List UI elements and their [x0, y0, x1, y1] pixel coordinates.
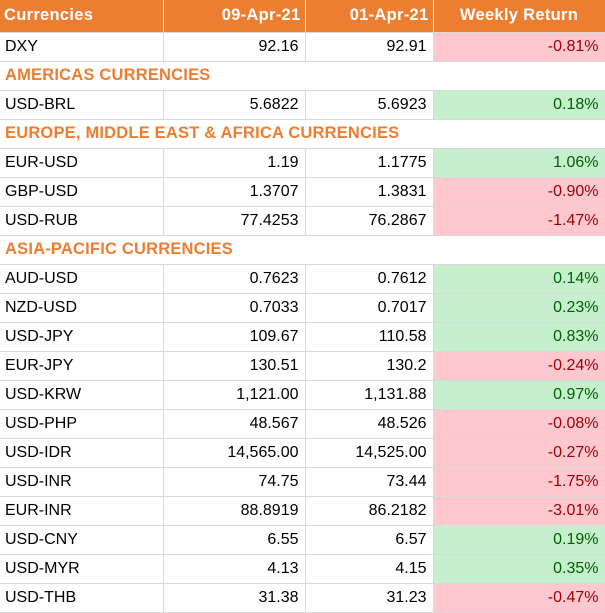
weekly-return-cell: 0.23%	[433, 293, 605, 323]
weekly-return-cell: 0.18%	[433, 90, 605, 120]
rate-current-cell: 14,565.00	[163, 438, 306, 468]
currency-pair-cell: USD-IDR	[0, 438, 164, 468]
rate-current-cell: 1.19	[163, 148, 306, 178]
rate-previous-cell: 1.1775	[305, 148, 434, 178]
rate-previous-cell: 110.58	[305, 322, 434, 352]
currency-pair-cell: USD-INR	[0, 467, 164, 497]
table-row: USD-THB 31.38 31.23 -0.47%	[0, 583, 605, 613]
currency-pair-cell: DXY	[0, 32, 164, 62]
rate-previous-cell: 14,525.00	[305, 438, 434, 468]
rate-previous-cell: 76.2867	[305, 206, 434, 236]
currency-pair-cell: USD-PHP	[0, 409, 164, 439]
section-title: ASIA-PACIFIC CURRENCIES	[0, 235, 605, 265]
weekly-return-cell: 0.19%	[433, 525, 605, 555]
weekly-return-cell: -1.75%	[433, 467, 605, 497]
currency-pair-cell: NZD-USD	[0, 293, 164, 323]
table-row: DXY 92.16 92.91 -0.81%	[0, 32, 605, 62]
rate-previous-cell: 0.7612	[305, 264, 434, 294]
currency-pair-cell: GBP-USD	[0, 177, 164, 207]
table-row: EUR-USD 1.19 1.1775 1.06%	[0, 148, 605, 178]
header-currencies: Currencies	[0, 0, 164, 33]
currency-pair-cell: EUR-INR	[0, 496, 164, 526]
currency-pair-cell: USD-JPY	[0, 322, 164, 352]
rate-current-cell: 48.567	[163, 409, 306, 439]
weekly-return-cell: 0.14%	[433, 264, 605, 294]
table-row: EUR-JPY 130.51 130.2 -0.24%	[0, 351, 605, 381]
currency-pair-cell: USD-BRL	[0, 90, 164, 120]
rate-current-cell: 92.16	[163, 32, 306, 62]
section-title: EUROPE, MIDDLE EAST & AFRICA CURRENCIES	[0, 119, 605, 149]
section-header-row: ASIA-PACIFIC CURRENCIES	[0, 235, 605, 265]
rate-previous-cell: 86.2182	[305, 496, 434, 526]
currency-pair-cell: USD-THB	[0, 583, 164, 613]
rate-current-cell: 77.4253	[163, 206, 306, 236]
header-date-current: 09-Apr-21	[163, 0, 306, 33]
rate-previous-cell: 48.526	[305, 409, 434, 439]
weekly-return-cell: -0.08%	[433, 409, 605, 439]
rate-current-cell: 6.55	[163, 525, 306, 555]
rate-previous-cell: 0.7017	[305, 293, 434, 323]
rate-previous-cell: 6.57	[305, 525, 434, 555]
table-row: USD-MYR 4.13 4.15 0.35%	[0, 554, 605, 584]
weekly-return-cell: 0.97%	[433, 380, 605, 410]
weekly-return-cell: -0.27%	[433, 438, 605, 468]
rate-previous-cell: 1.3831	[305, 177, 434, 207]
header-row: Currencies 09-Apr-21 01-Apr-21 Weekly Re…	[0, 0, 605, 33]
rate-current-cell: 1,121.00	[163, 380, 306, 410]
rate-current-cell: 0.7033	[163, 293, 306, 323]
currency-pair-cell: EUR-JPY	[0, 351, 164, 381]
rate-current-cell: 5.6822	[163, 90, 306, 120]
section-title: AMERICAS CURRENCIES	[0, 61, 605, 91]
section-header-row: AMERICAS CURRENCIES	[0, 61, 605, 91]
weekly-return-cell: 0.83%	[433, 322, 605, 352]
weekly-return-cell: -0.24%	[433, 351, 605, 381]
rate-current-cell: 74.75	[163, 467, 306, 497]
table-row: USD-INR 74.75 73.44 -1.75%	[0, 467, 605, 497]
table-body: DXY 92.16 92.91 -0.81% AMERICAS CURRENCIES US…	[0, 32, 605, 613]
rate-current-cell: 4.13	[163, 554, 306, 584]
currency-pair-cell: EUR-USD	[0, 148, 164, 178]
rate-current-cell: 31.38	[163, 583, 306, 613]
rate-current-cell: 88.8919	[163, 496, 306, 526]
header-weekly-return: Weekly Return	[433, 0, 605, 33]
table-row: NZD-USD 0.7033 0.7017 0.23%	[0, 293, 605, 323]
table-row: EUR-INR 88.8919 86.2182 -3.01%	[0, 496, 605, 526]
table-row: AUD-USD 0.7623 0.7612 0.14%	[0, 264, 605, 294]
currency-pair-cell: USD-CNY	[0, 525, 164, 555]
rate-previous-cell: 31.23	[305, 583, 434, 613]
weekly-return-cell: 1.06%	[433, 148, 605, 178]
rate-previous-cell: 73.44	[305, 467, 434, 497]
table-row: USD-KRW 1,121.00 1,131.88 0.97%	[0, 380, 605, 410]
table-row: USD-CNY 6.55 6.57 0.19%	[0, 525, 605, 555]
currency-pair-cell: USD-KRW	[0, 380, 164, 410]
currency-pair-cell: USD-RUB	[0, 206, 164, 236]
table-row: USD-IDR 14,565.00 14,525.00 -0.27%	[0, 438, 605, 468]
table-row: USD-JPY 109.67 110.58 0.83%	[0, 322, 605, 352]
rate-previous-cell: 130.2	[305, 351, 434, 381]
rate-current-cell: 109.67	[163, 322, 306, 352]
weekly-return-cell: 0.35%	[433, 554, 605, 584]
currency-pair-cell: USD-MYR	[0, 554, 164, 584]
weekly-return-cell: -0.90%	[433, 177, 605, 207]
rate-current-cell: 130.51	[163, 351, 306, 381]
table-row: GBP-USD 1.3707 1.3831 -0.90%	[0, 177, 605, 207]
rate-previous-cell: 5.6923	[305, 90, 434, 120]
weekly-return-cell: -1.47%	[433, 206, 605, 236]
rate-current-cell: 1.3707	[163, 177, 306, 207]
rate-previous-cell: 92.91	[305, 32, 434, 62]
rate-previous-cell: 1,131.88	[305, 380, 434, 410]
weekly-return-cell: -0.47%	[433, 583, 605, 613]
table-row: USD-RUB 77.4253 76.2867 -1.47%	[0, 206, 605, 236]
currency-pair-cell: AUD-USD	[0, 264, 164, 294]
rate-current-cell: 0.7623	[163, 264, 306, 294]
section-header-row: EUROPE, MIDDLE EAST & AFRICA CURRENCIES	[0, 119, 605, 149]
rate-previous-cell: 4.15	[305, 554, 434, 584]
table-row: USD-PHP 48.567 48.526 -0.08%	[0, 409, 605, 439]
header-date-previous: 01-Apr-21	[305, 0, 434, 33]
weekly-return-cell: -0.81%	[433, 32, 605, 62]
weekly-return-cell: -3.01%	[433, 496, 605, 526]
table-row: USD-BRL 5.6822 5.6923 0.18%	[0, 90, 605, 120]
